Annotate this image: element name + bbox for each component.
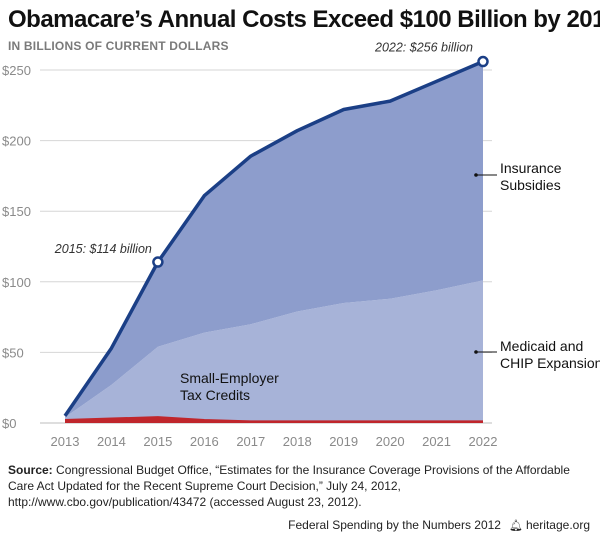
medicaid-label-text: CHIP Expansion: [500, 355, 600, 371]
insurance-label-text: Insurance: [500, 160, 562, 176]
annotation-label: 2015: $114 billion: [54, 242, 152, 256]
source-text: Congressional Budget Office, “Estimates …: [8, 463, 570, 509]
source-label: Source:: [8, 463, 53, 477]
y-tick-label: $200: [2, 134, 31, 149]
source-note: Source: Congressional Budget Office, “Es…: [8, 462, 592, 510]
footer-series-name: Federal Spending by the Numbers 2012: [288, 518, 501, 532]
insurance-label-text: Subsidies: [500, 177, 561, 193]
employer-label-text: Small-Employer: [180, 370, 279, 386]
y-tick-label: $150: [2, 204, 31, 219]
y-tick-label: $50: [2, 345, 24, 360]
x-tick-label: 2020: [376, 434, 405, 449]
y-axis-ticks: $0 $50 $100 $150 $200 $250: [2, 63, 31, 431]
medicaid-label-text: Medicaid and: [500, 338, 583, 354]
footer-site: heritage.org: [525, 518, 590, 532]
chart-subtitle: IN BILLIONS OF CURRENT DOLLARS: [8, 39, 229, 53]
footer: Federal Spending by the Numbers 2012 🔔︎ he…: [288, 518, 590, 532]
employer-label-text: Tax Credits: [180, 387, 250, 403]
y-tick-label: $250: [2, 63, 31, 78]
liberty-bell-icon: 🔔︎: [508, 520, 523, 532]
area-series-1: [65, 280, 483, 422]
area-series-2: [65, 61, 483, 418]
total-line-layer: [63, 55, 489, 423]
annotation-marker: [477, 55, 489, 68]
annotation-label: 2022: $256 billion: [374, 41, 473, 55]
x-tick-label: 2014: [97, 434, 126, 449]
x-tick-label: 2017: [236, 434, 265, 449]
area-chart: $0$50$100$150$200$250 2013 2014 2015 2016 20…: [2, 41, 600, 449]
chart-labels: 2015: $114 billion 2022: $256 billion Insu…: [54, 41, 600, 403]
employer-line: [64, 416, 483, 423]
x-tick-label: 2015: [143, 434, 172, 449]
chart-title: Obamacare’s Annual Costs Exceed $100 Bil…: [8, 6, 600, 33]
total-line: [63, 59, 484, 417]
x-tick-label: 2016: [190, 434, 219, 449]
x-tick-label: 2019: [329, 434, 358, 449]
y-tick-label: $100: [2, 275, 31, 290]
x-axis-ticks: 2013 2014 2015 2016 2017 2018 2019 2020 2021 2022: [51, 434, 498, 449]
y-tick-label: $0: [2, 416, 16, 431]
x-tick-label: 2022: [469, 434, 498, 449]
annotation-marker: [152, 256, 164, 268]
x-tick-label: 2021: [422, 434, 451, 449]
x-tick-label: 2018: [283, 434, 312, 449]
x-tick-label: 2013: [51, 434, 80, 449]
